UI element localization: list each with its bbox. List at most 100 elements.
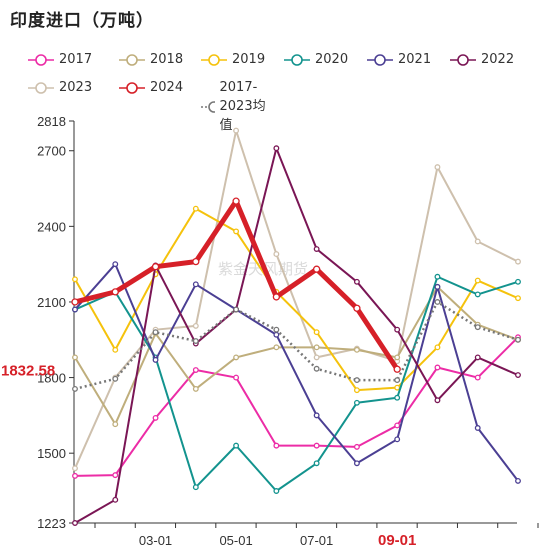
legend-label: 2017 [59, 52, 93, 67]
data-point-avg [233, 306, 240, 313]
data-point-2021 [273, 331, 280, 338]
data-point-2019 [353, 387, 360, 394]
legend-item-2018[interactable]: 2018 [119, 52, 183, 67]
data-point-2017 [233, 374, 240, 381]
legend-item-2024[interactable]: 2024 [119, 80, 183, 95]
data-point-2021 [434, 283, 441, 290]
data-point-2022 [434, 397, 441, 404]
data-point-2024 [353, 304, 361, 312]
data-point-avg [515, 336, 521, 343]
legend-label: 2024 [150, 80, 184, 95]
data-point-2018 [112, 421, 119, 428]
x-tick-label: 03-01 [139, 533, 172, 548]
data-point-2022 [273, 145, 280, 152]
y-tick-label: 1500 [37, 446, 66, 461]
data-point-avg [72, 385, 78, 392]
data-point-2019 [192, 205, 199, 212]
series-line-2017 [74, 336, 519, 477]
data-point-2017 [152, 414, 159, 421]
legend-item-2020[interactable]: 2020 [284, 52, 348, 67]
data-point-2021 [515, 477, 521, 484]
series-line-2019 [74, 207, 519, 392]
legend-marker-icon [28, 53, 54, 66]
data-point-2022 [72, 520, 78, 526]
legend-item-2022[interactable]: 2022 [450, 52, 514, 67]
data-point-2024 [71, 298, 79, 306]
data-point-2018 [313, 344, 320, 351]
data-point-2019 [394, 384, 401, 391]
legend-label: 2023 [59, 80, 93, 95]
data-point-2020 [394, 394, 401, 401]
data-point-avg [192, 338, 199, 344]
data-point-2018 [353, 346, 360, 353]
data-point-2021 [394, 436, 401, 443]
data-point-2024 [312, 265, 321, 273]
x-tick-label: 07-01 [300, 533, 333, 548]
data-point-2019 [112, 346, 119, 353]
data-point-2020 [273, 488, 280, 494]
data-point-2017 [72, 472, 78, 479]
data-point-2017 [394, 422, 401, 429]
data-point-2019 [434, 344, 441, 351]
data-point-2019 [72, 276, 78, 283]
data-point-2017 [434, 364, 441, 371]
x-tick-label: 05-01 [219, 533, 252, 548]
data-point-avg [273, 326, 280, 333]
legend-marker-icon [28, 81, 54, 94]
data-point-2021 [474, 425, 481, 431]
data-point-2023 [313, 354, 320, 361]
data-point-2023 [192, 322, 199, 329]
y-tick-label: 2400 [37, 219, 66, 234]
data-point-2023 [273, 251, 280, 258]
legend-label: 2022 [481, 52, 515, 67]
y-tick-label: 1223 [37, 516, 66, 531]
legend-marker-icon [119, 81, 145, 94]
current-value-label: 1832.58 [1, 362, 55, 379]
data-point-2018 [192, 385, 199, 392]
series-line-2021 [74, 263, 519, 482]
legend-item-2021[interactable]: 2021 [367, 52, 431, 67]
data-point-avg [353, 377, 360, 384]
data-point-2022 [515, 372, 521, 379]
legend-marker-icon [284, 53, 310, 66]
data-point-2022 [474, 354, 481, 361]
data-point-2024 [151, 263, 160, 271]
x-tick-label: 09-01 [378, 532, 416, 549]
series-line-2018 [74, 285, 519, 426]
data-point-2019 [515, 295, 521, 302]
data-point-2017 [474, 374, 481, 381]
data-point-2023 [515, 258, 521, 265]
legend-label: 2018 [150, 52, 184, 67]
legend-item-2023[interactable]: 2023 [28, 80, 92, 95]
data-point-2024 [272, 293, 281, 301]
data-point-2023 [474, 238, 481, 245]
data-point-2017 [192, 367, 199, 373]
legend-item-2019[interactable]: 2019 [201, 52, 265, 67]
y-tick-label: 2100 [37, 295, 66, 310]
data-point-2022 [394, 326, 401, 333]
series-line-2022 [74, 147, 519, 524]
data-point-2021 [192, 281, 199, 288]
data-point-2017 [112, 472, 119, 479]
data-point-2021 [112, 261, 119, 268]
legend-item-2017[interactable]: 2017 [28, 52, 92, 67]
data-point-2022 [313, 246, 320, 252]
data-point-2021 [353, 460, 360, 467]
data-point-2022 [353, 278, 360, 285]
series-line-2023 [74, 129, 519, 469]
data-point-2019 [474, 277, 481, 284]
data-point-2018 [72, 354, 78, 361]
data-point-2018 [273, 344, 280, 351]
data-point-2023 [233, 127, 240, 134]
legend-marker-icon [119, 53, 145, 66]
legend-label: 2021 [398, 52, 432, 67]
data-point-2024 [192, 257, 200, 266]
data-point-2019 [313, 329, 320, 336]
series-line-2024 [74, 198, 400, 371]
data-point-avg [313, 365, 320, 372]
data-point-2020 [474, 291, 481, 298]
legend-item-avg[interactable]: 2017-2023均值 [201, 80, 270, 133]
data-point-2020 [353, 399, 360, 406]
data-point-2017 [273, 442, 280, 449]
